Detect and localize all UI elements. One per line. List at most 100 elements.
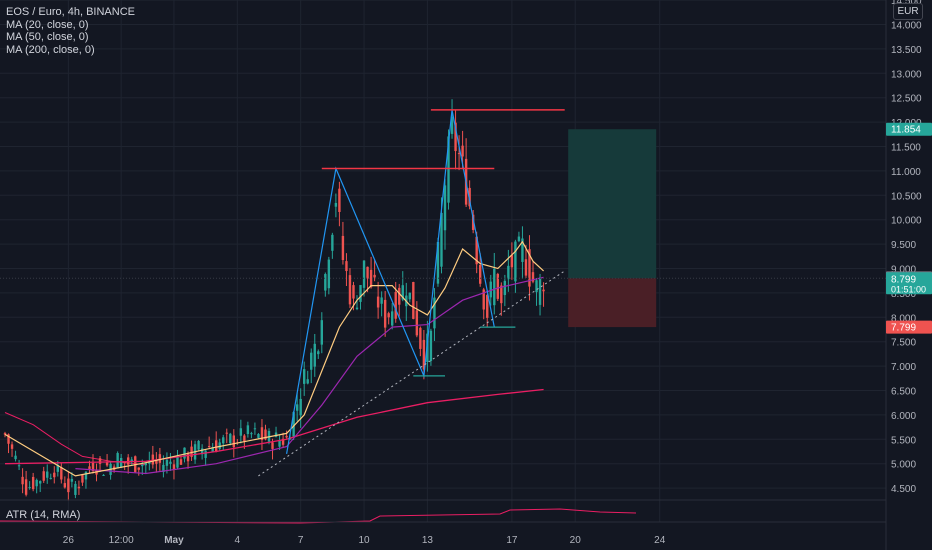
candle-body: [380, 297, 383, 304]
candle-body: [366, 266, 369, 279]
candle-body: [429, 330, 433, 361]
candle-body: [232, 435, 235, 448]
candle-body: [373, 274, 376, 278]
candle-body: [376, 296, 380, 308]
candle-body: [514, 241, 517, 282]
candle-body: [531, 272, 535, 282]
candle-body: [507, 265, 510, 280]
candle-body: [510, 255, 514, 268]
candle-body: [246, 425, 250, 434]
candle-body: [317, 351, 320, 355]
price-tick-label: 10.500: [891, 191, 922, 202]
price-label-bg: [886, 272, 932, 295]
candle-body: [383, 299, 387, 328]
atr-legend[interactable]: ATR (14, RMA): [6, 509, 81, 521]
candle-body: [517, 236, 521, 242]
candle-body: [130, 459, 133, 461]
candle-body: [24, 479, 28, 495]
candle-body: [295, 404, 299, 411]
ma20-line: [4, 240, 545, 477]
candle-body: [468, 187, 471, 207]
candle-body: [200, 448, 204, 455]
candle-body: [475, 236, 478, 265]
candle-body: [39, 481, 42, 484]
currency-button[interactable]: EUR: [893, 3, 923, 20]
candle-body: [155, 459, 158, 464]
candle-body: [440, 212, 443, 267]
candle-body: [415, 310, 419, 336]
candle-body: [144, 463, 147, 466]
countdown-text: 01:51:00: [891, 284, 926, 294]
candle-body: [257, 433, 260, 438]
time-axis[interactable]: 26 12:00 May 4 7 10 13 17 20 24: [0, 521, 886, 546]
long-position-tool[interactable]: [568, 129, 657, 328]
candle-body: [355, 307, 359, 310]
legend-ma20[interactable]: MA (20, close, 0): [6, 18, 89, 31]
candle-body: [324, 274, 327, 291]
price-tick-label: 4.500: [891, 484, 916, 495]
candle-body: [398, 287, 401, 305]
candle-body: [137, 467, 140, 470]
candle-body: [197, 440, 200, 450]
pattern-drawings[interactable]: [258, 109, 565, 477]
candle-body: [454, 122, 457, 152]
candle-body: [31, 476, 35, 490]
price-tick-label: 6.500: [891, 387, 916, 398]
candle-body: [53, 472, 56, 478]
candle-body: [21, 476, 24, 485]
price-tick-label: 7.500: [891, 338, 916, 349]
stop-zone: [568, 278, 657, 328]
candle-body: [281, 438, 285, 445]
chart-grid: [0, 0, 886, 522]
candle-body: [264, 429, 267, 440]
price-tick-label: 7.000: [891, 362, 916, 373]
candle-body: [334, 202, 338, 207]
legend-ma50[interactable]: MA (50, close, 0): [6, 31, 89, 43]
time-tick-label: 10: [358, 535, 370, 546]
price-tick-label: 14.000: [891, 21, 922, 32]
time-tick-label: 4: [235, 535, 241, 546]
price-tick-label: 11.500: [891, 143, 921, 154]
symbol-title[interactable]: EOS / Euro, 4h, BINANCE: [6, 6, 135, 18]
price-label-text: 11.854: [891, 125, 921, 136]
candle-body: [391, 311, 394, 326]
candle-body: [190, 446, 193, 457]
candle-body: [84, 471, 88, 480]
candle-body: [250, 433, 253, 435]
candle-body: [524, 259, 528, 276]
candle-body: [169, 461, 172, 464]
candle-body: [10, 444, 14, 449]
candle-body: [243, 435, 246, 442]
candle-body: [14, 455, 17, 460]
candle-body: [42, 471, 45, 481]
candle-body: [500, 285, 503, 304]
candle-body: [345, 261, 348, 272]
price-label-bg: [886, 320, 932, 334]
price-tick-label: 5.500: [891, 435, 916, 446]
candle-body: [116, 453, 119, 469]
candle-body: [63, 483, 67, 488]
candle-body: [102, 474, 105, 476]
time-tick-label: 20: [570, 535, 582, 546]
candle-body: [162, 464, 165, 472]
candle-body: [496, 273, 499, 299]
candle-body: [278, 440, 281, 447]
candle-body: [443, 185, 447, 231]
price-tick-label: 10.000: [891, 216, 922, 227]
price-tick-label: 13.500: [891, 45, 922, 56]
candle-body: [285, 435, 288, 438]
candle-body: [88, 466, 91, 470]
price-label-text: 7.799: [891, 323, 916, 334]
price-label-text: 8.799: [891, 274, 916, 285]
candle-body: [401, 285, 404, 300]
candle-body: [141, 464, 144, 467]
candle-body: [542, 289, 545, 292]
candle-body: [528, 249, 531, 287]
legend-ma200[interactable]: MA (200, close, 0): [6, 43, 95, 56]
candle-body: [253, 428, 257, 430]
candle-body: [179, 459, 183, 465]
candle-body: [17, 465, 21, 467]
candle-body: [408, 292, 411, 300]
